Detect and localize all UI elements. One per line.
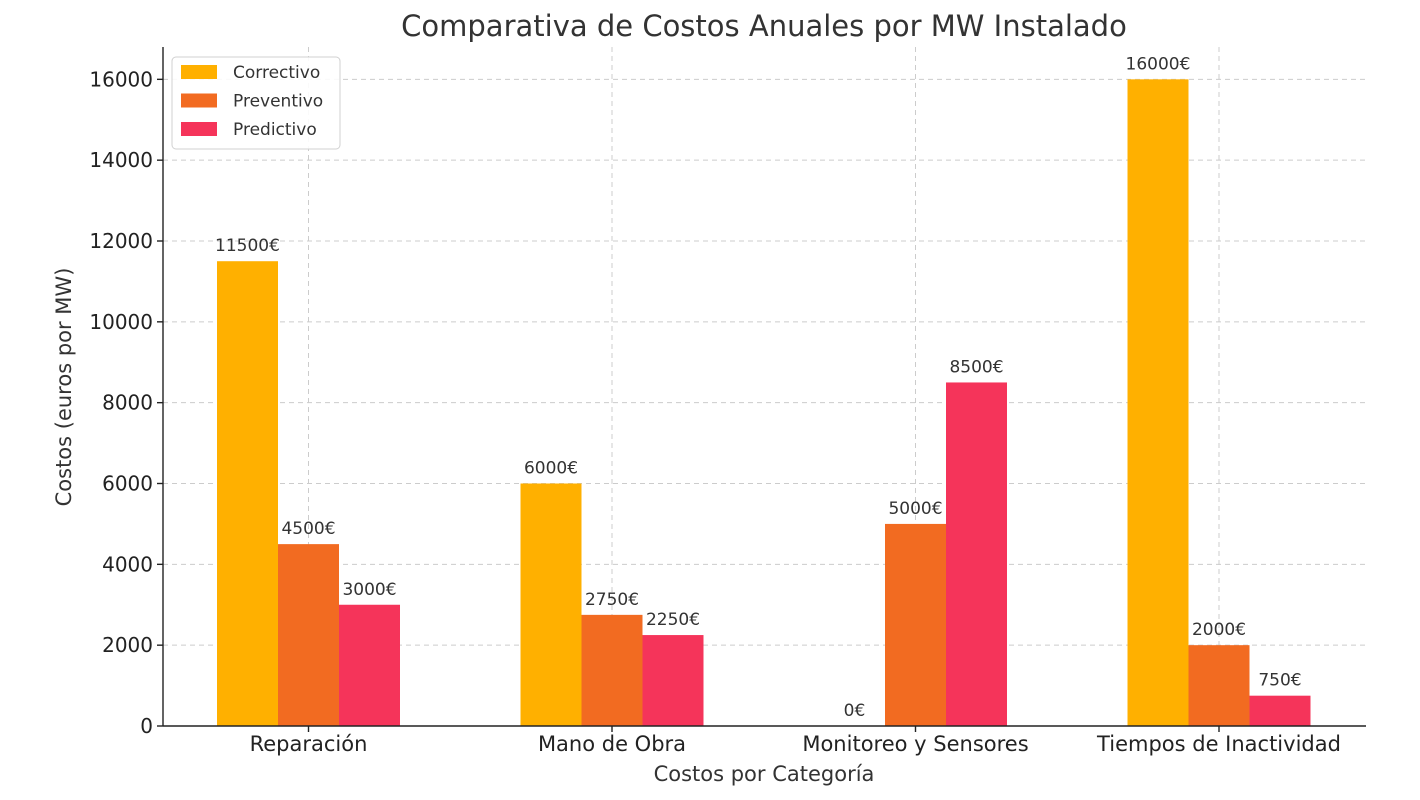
y-tick-label: 0 — [140, 714, 153, 738]
legend-swatch — [181, 93, 217, 108]
y-tick-label: 16000 — [89, 67, 153, 91]
y-tick-label: 4000 — [102, 552, 153, 576]
x-axis-label: Costos por Categoría — [654, 762, 875, 786]
x-axis-ticks: Reparación Mano de Obra Monitoreo y Sensor… — [250, 726, 1341, 756]
legend-label: Correctivo — [233, 63, 320, 83]
y-tick-label: 2000 — [102, 633, 153, 657]
data-label: 4500€ — [281, 519, 335, 539]
data-label: 2250€ — [646, 610, 700, 630]
legend-label: Predictivo — [233, 120, 317, 140]
bar — [1188, 645, 1250, 726]
data-label: 2000€ — [1192, 620, 1246, 640]
y-tick-label: 12000 — [89, 229, 153, 253]
data-label: 3000€ — [342, 580, 396, 600]
y-tick-label: 14000 — [89, 148, 153, 172]
bar — [339, 604, 400, 726]
bar — [278, 544, 339, 726]
x-tick-label: Mano de Obra — [538, 732, 686, 756]
data-labels: 11500€ 6000€ 0€ 16000€ 4500€ 2750€ 5000€ 2000€ 3… — [215, 54, 1302, 721]
bar — [217, 261, 278, 726]
bar — [1127, 79, 1189, 727]
bar — [1249, 695, 1311, 726]
bar — [581, 614, 643, 726]
bars — [217, 79, 1311, 727]
y-axis-label: Costos (euros por MW) — [52, 268, 76, 507]
data-label: 6000€ — [524, 459, 578, 479]
x-tick-label: Reparación — [250, 732, 368, 756]
legend-label: Preventivo — [233, 92, 323, 112]
bar — [885, 523, 946, 726]
data-label: 750€ — [1258, 671, 1301, 691]
y-axis-ticks: 0 2000 4000 6000 8000 10000 12000 14000 16000 — [89, 67, 163, 738]
chart-title: Comparativa de Costos Anuales por MW Ins… — [401, 9, 1127, 43]
data-label: 11500€ — [215, 236, 280, 256]
bar — [946, 382, 1007, 726]
data-label: 5000€ — [888, 499, 942, 519]
legend-swatch — [181, 65, 217, 79]
data-label: 0€ — [844, 701, 866, 721]
legend: Correctivo Preventivo Predictivo — [171, 56, 341, 150]
y-tick-label: 8000 — [102, 391, 153, 415]
data-label: 16000€ — [1126, 54, 1191, 74]
bar — [642, 635, 704, 726]
y-tick-label: 6000 — [102, 472, 153, 496]
bar — [520, 483, 582, 726]
x-tick-label: Monitoreo y Sensores — [802, 732, 1028, 756]
data-label: 8500€ — [949, 357, 1003, 377]
legend-swatch — [181, 122, 217, 136]
y-tick-label: 10000 — [89, 310, 153, 334]
x-tick-label: Tiempos de Inactividad — [1096, 732, 1341, 756]
data-label: 2750€ — [585, 590, 639, 610]
